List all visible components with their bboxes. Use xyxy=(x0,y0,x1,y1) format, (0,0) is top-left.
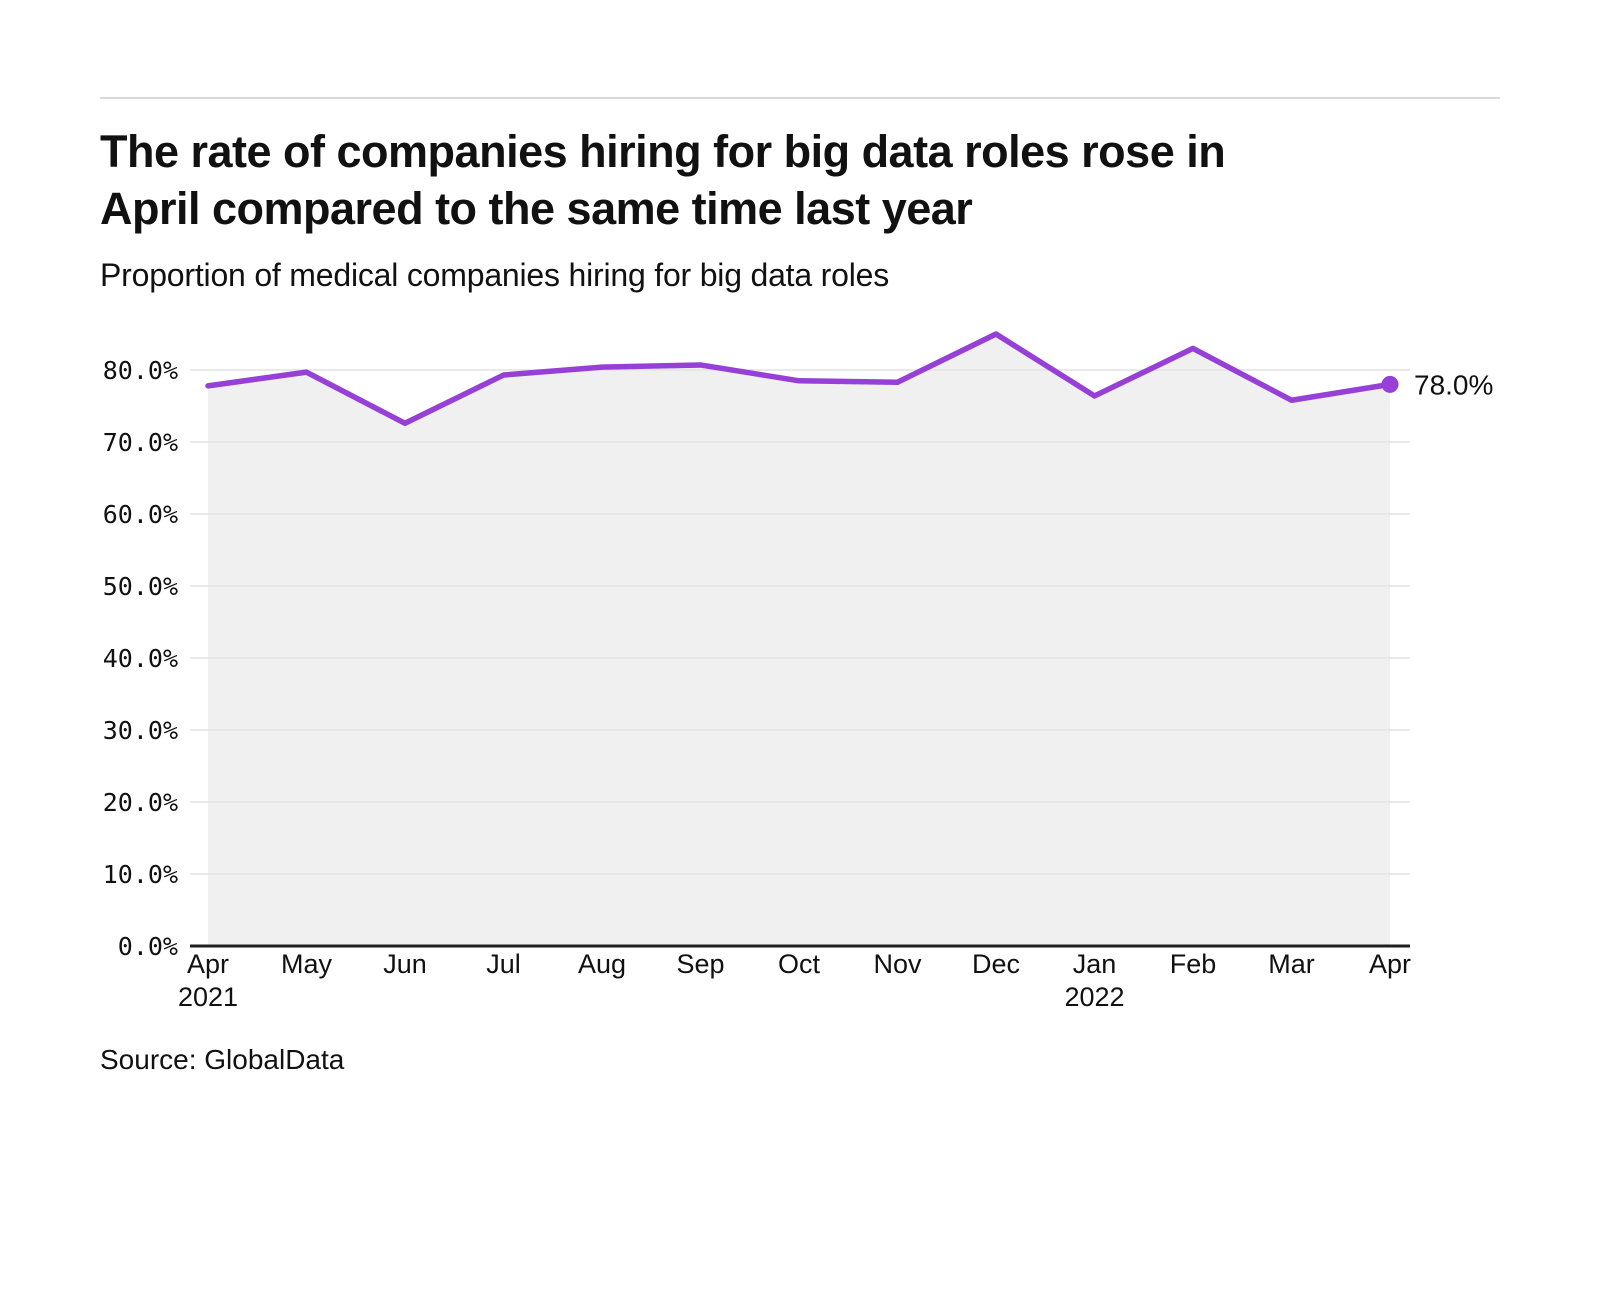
x-tick-year: 2021 xyxy=(178,982,238,1012)
top-divider xyxy=(100,97,1500,99)
x-tick-year: 2022 xyxy=(1064,982,1124,1012)
end-point-label: 78.0% xyxy=(1414,370,1493,401)
x-tick-label: Jun xyxy=(383,949,427,979)
line-chart: 80.0% 70.0% 60.0% 50.0% 40.0% 30.0% 20.0% 10.0%… xyxy=(103,331,1493,1012)
source-attribution: Source: GlobalData xyxy=(100,1044,345,1076)
y-tick-label: 60.0% xyxy=(103,500,178,529)
x-tick-label: May xyxy=(281,949,333,979)
y-tick-label: 0.0% xyxy=(118,932,178,961)
x-tick-label: Jul xyxy=(486,949,521,979)
y-tick-label: 10.0% xyxy=(103,860,178,889)
y-tick-label: 50.0% xyxy=(103,572,178,601)
x-tick-label: Apr xyxy=(1369,949,1411,979)
end-point-dot xyxy=(1381,376,1399,394)
x-tick-label: Mar xyxy=(1268,949,1315,979)
y-tick-label: 80.0% xyxy=(103,356,178,385)
y-tick-label: 30.0% xyxy=(103,716,178,745)
x-tick-label: Jan xyxy=(1073,949,1117,979)
x-tick-label: Feb xyxy=(1170,949,1217,979)
series-line xyxy=(205,331,1393,427)
x-tick-label: Oct xyxy=(778,949,821,979)
x-tick-label: Aug xyxy=(578,949,626,979)
x-tick-label: Apr xyxy=(187,949,229,979)
x-tick-label: Sep xyxy=(676,949,724,979)
y-tick-label: 20.0% xyxy=(103,788,178,817)
x-tick-label: Dec xyxy=(972,949,1020,979)
page-title: The rate of companies hiring for big dat… xyxy=(100,126,1226,235)
chart-subtitle: Proportion of medical companies hiring f… xyxy=(100,257,890,294)
y-tick-label: 70.0% xyxy=(103,428,178,457)
y-tick-label: 40.0% xyxy=(103,644,178,673)
x-tick-label: Nov xyxy=(873,949,922,979)
series-area xyxy=(208,334,1390,947)
